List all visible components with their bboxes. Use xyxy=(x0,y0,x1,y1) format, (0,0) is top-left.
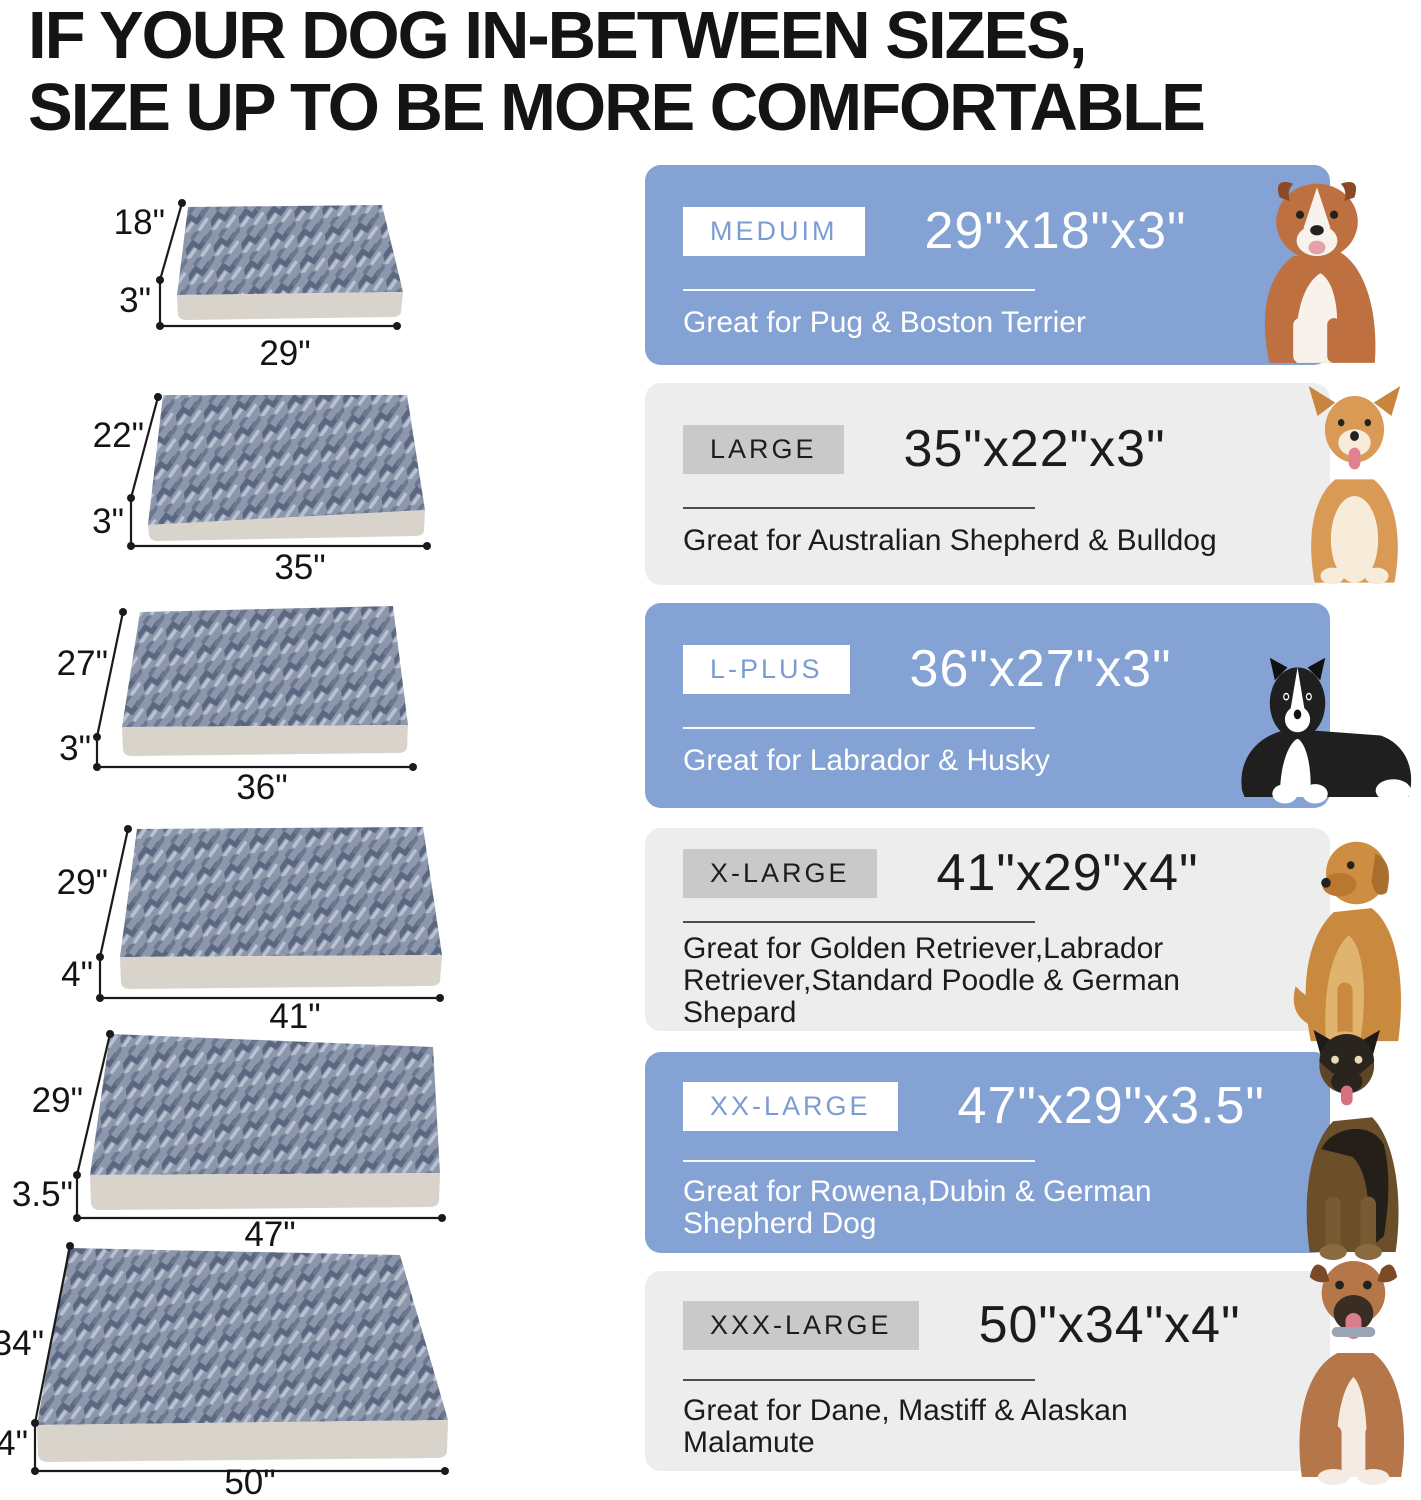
height-label: 3" xyxy=(119,281,151,320)
dimensions-text: 35"x22"x3" xyxy=(903,420,1166,478)
bed-top-surface xyxy=(122,606,408,727)
headline: IF YOUR DOG IN-BETWEEN SIZES, SIZE UP TO… xyxy=(28,0,1206,145)
border-collie-photo xyxy=(1241,657,1412,804)
depth-label: 22" xyxy=(93,416,144,455)
dimension-lines: 29" 4" 41" xyxy=(57,825,444,1036)
size-card-medium: MEDUIM 29"x18"x3" Great for Pug & Boston… xyxy=(645,165,1330,365)
size-card-l-plus: L-PLUS 36"x27"x3" Great for Labrador & H… xyxy=(645,603,1330,808)
size-description: Great for Australian Shepherd & Bulldog xyxy=(683,524,1217,557)
length-label: 35" xyxy=(274,548,325,587)
length-label: 50" xyxy=(224,1463,275,1500)
bed-base xyxy=(37,1420,448,1462)
depth-label: 18" xyxy=(114,203,165,242)
bed-top-surface xyxy=(120,827,442,957)
dimensions-text: 29"x18"x3" xyxy=(924,202,1187,260)
length-label: 41" xyxy=(269,997,320,1036)
bed-image-x-large: 29" 4" 41" xyxy=(57,825,444,1036)
height-label: 4" xyxy=(61,955,93,994)
size-card-large: LARGE 35"x22"x3" Great for Australian Sh… xyxy=(645,383,1330,585)
length-label: 47" xyxy=(244,1215,295,1254)
card-top-row: X-LARGE 41"x29"x4" xyxy=(683,843,1292,903)
bed-image-xx-large: 29" 3.5" 47" xyxy=(12,1030,446,1254)
bed-top-surface xyxy=(177,205,403,295)
height-label: 4" xyxy=(0,1424,28,1463)
dimension-lines: 18" 3" 29" xyxy=(114,199,401,373)
size-card-xx-large: XX-LARGE 47"x29"x3.5" Great for Rowena,D… xyxy=(645,1052,1330,1253)
headline-line1: IF YOUR DOG IN-BETWEEN SIZES, xyxy=(28,0,1088,73)
divider-line xyxy=(683,1160,1035,1162)
bed-top-surface xyxy=(90,1034,440,1175)
size-description: Great for Rowena,Dubin & German Shepherd… xyxy=(683,1175,1152,1241)
english-bulldog-photo xyxy=(1264,182,1376,363)
dimension-lines: 29" 3.5" 47" xyxy=(12,1030,446,1254)
bed-base xyxy=(90,1173,440,1210)
depth-label: 27" xyxy=(57,644,108,683)
card-top-row: XXX-LARGE 50"x34"x4" xyxy=(683,1295,1292,1355)
size-badge: XX-LARGE xyxy=(683,1081,898,1131)
size-badge: XXX-LARGE xyxy=(683,1300,919,1350)
headline-line2: SIZE UP TO BE MORE COMFORTABLE xyxy=(28,69,1206,145)
depth-label: 29" xyxy=(57,863,108,902)
shiba-inu-photo xyxy=(1308,386,1401,585)
dimension-lines: 27" 3" 36" xyxy=(57,608,417,807)
length-label: 36" xyxy=(236,768,287,807)
size-badge: L-PLUS xyxy=(683,644,850,694)
size-description: Great for Labrador & Husky xyxy=(683,744,1050,777)
bed-base xyxy=(177,292,403,320)
divider-line xyxy=(683,1379,1035,1381)
boxer-photo xyxy=(1299,1261,1405,1485)
card-top-row: MEDUIM 29"x18"x3" xyxy=(683,201,1292,261)
size-description: Great for Dane, Mastiff & Alaskan Malamu… xyxy=(683,1394,1128,1460)
dimensions-text: 36"x27"x3" xyxy=(909,640,1172,698)
size-card-x-large: X-LARGE 41"x29"x4" Great for Golden Retr… xyxy=(645,828,1330,1031)
bed-base xyxy=(148,510,425,541)
size-badge: MEDUIM xyxy=(683,206,865,256)
dimensions-text: 50"x34"x4" xyxy=(978,1296,1241,1354)
height-label: 3" xyxy=(92,502,124,541)
dimensions-text: 41"x29"x4" xyxy=(936,844,1199,902)
size-card-xxx-large: XXX-LARGE 50"x34"x4" Great for Dane, Mas… xyxy=(645,1271,1330,1471)
divider-line xyxy=(683,727,1035,729)
height-label: 3" xyxy=(59,729,91,768)
dimensions-text: 47"x29"x3.5" xyxy=(957,1077,1265,1135)
depth-label: 34" xyxy=(0,1324,44,1363)
card-top-row: LARGE 35"x22"x3" xyxy=(683,419,1292,479)
bed-base xyxy=(122,725,408,756)
divider-line xyxy=(683,921,1035,923)
golden-retriever-photo xyxy=(1293,841,1401,1047)
bed-image-xxx-large: 34" 4" 50" xyxy=(0,1242,449,1500)
bed-base xyxy=(120,955,442,989)
size-badge: X-LARGE xyxy=(683,848,877,898)
height-label: 3.5" xyxy=(12,1175,73,1214)
card-top-row: XX-LARGE 47"x29"x3.5" xyxy=(683,1076,1292,1136)
dimension-lines: 34" 4" 50" xyxy=(0,1242,449,1500)
divider-line xyxy=(683,507,1035,509)
bed-image-large: 22" 3" 35" xyxy=(92,393,431,587)
bed-top-surface xyxy=(148,395,425,525)
size-description: Great for Golden Retriever,Labrador Retr… xyxy=(683,932,1180,1030)
size-description: Great for Pug & Boston Terrier xyxy=(683,306,1086,339)
dimension-lines: 22" 3" 35" xyxy=(92,393,431,587)
bed-top-surface xyxy=(37,1248,448,1425)
length-label: 29" xyxy=(259,334,310,373)
bed-image-medium: 18" 3" 29" xyxy=(114,199,403,373)
size-badge: LARGE xyxy=(683,424,844,474)
divider-line xyxy=(683,289,1035,291)
depth-label: 29" xyxy=(32,1081,83,1120)
bed-image-l-plus: 27" 3" 36" xyxy=(57,606,417,807)
german-shepherd-photo xyxy=(1306,1030,1399,1260)
card-top-row: L-PLUS 36"x27"x3" xyxy=(683,639,1292,699)
